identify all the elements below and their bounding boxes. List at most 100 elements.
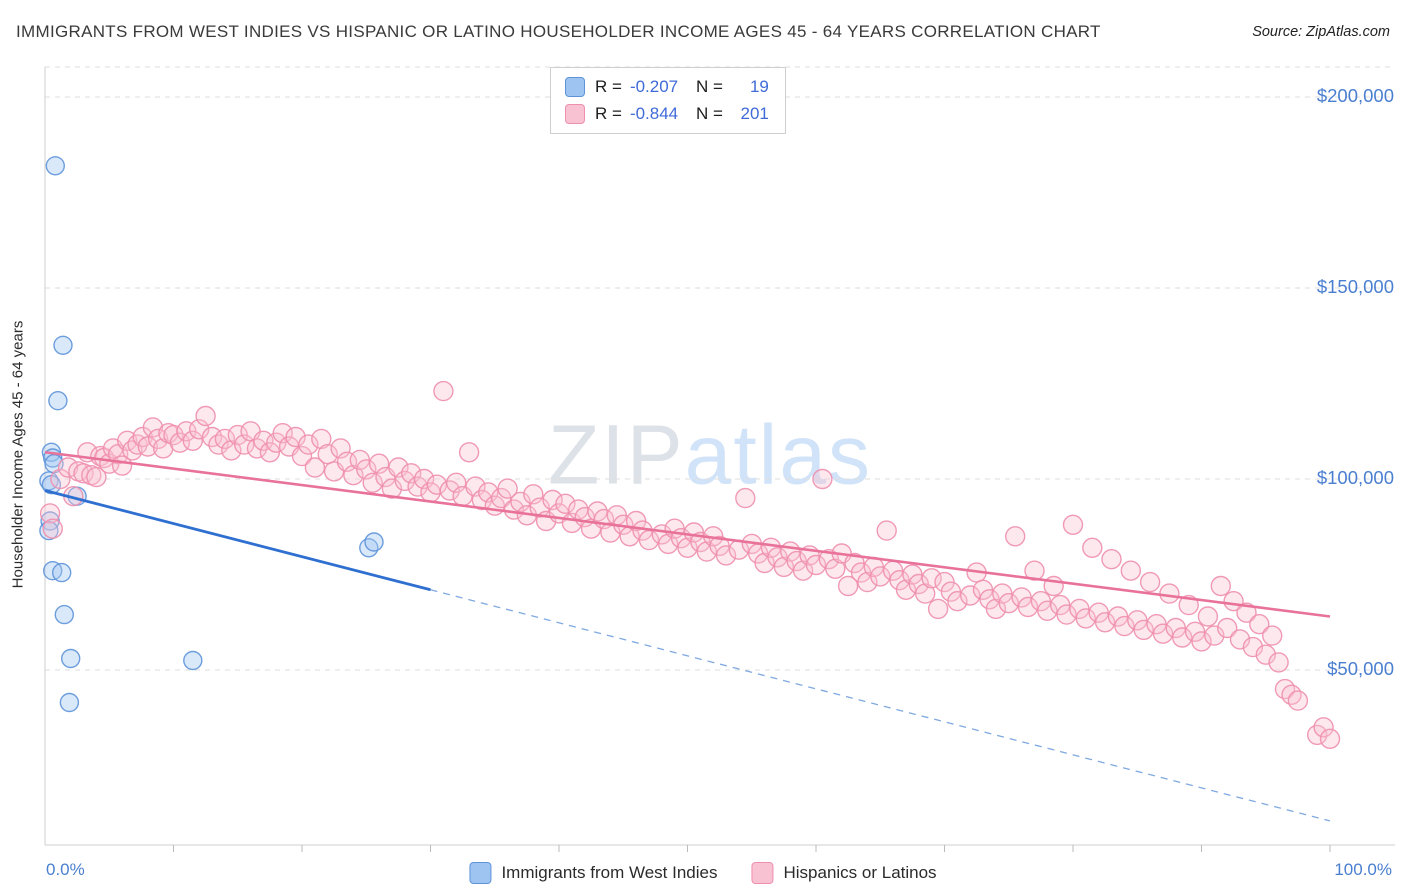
zipatlas-watermark: ZIPatlas [548, 407, 872, 504]
scatter-point-hispanic [1062, 514, 1084, 535]
scatter-point-hispanic [381, 478, 403, 499]
page-title: IMMIGRANTS FROM WEST INDIES VS HISPANIC … [16, 22, 1101, 41]
n-value: 201 [740, 104, 769, 123]
scatter-point-hispanic [1281, 684, 1302, 705]
scatter-point-west-indies [53, 335, 73, 355]
scatter-point-hispanic [195, 405, 216, 427]
scatter-point-hispanic [356, 459, 377, 480]
scatter-point-hispanic [510, 491, 531, 513]
scatter-point-hispanic [188, 419, 210, 440]
y-tick-label: $100,000 [1316, 467, 1394, 488]
scatter-point-hispanic [1171, 627, 1193, 648]
scatter-point-hispanic [50, 468, 71, 490]
scatter-point-hispanic [1210, 575, 1232, 597]
scatter-point-hispanic [285, 426, 306, 448]
scatter-point-hispanic [1024, 560, 1045, 581]
scatter-point-hispanic [1261, 625, 1283, 646]
scatter-point-hispanic [812, 468, 833, 490]
r-value: -0.844 [629, 104, 679, 123]
scatter-point-hispanic [837, 575, 859, 597]
x-axis-max-label: 100.0% [1334, 860, 1392, 879]
scatter-point-hispanic [388, 457, 409, 478]
scatter-point-hispanic [1287, 690, 1309, 711]
pink-trend-line [44, 450, 1331, 618]
y-tick-label: $150,000 [1316, 276, 1394, 297]
scatter-point-hispanic [1005, 526, 1026, 547]
scatter-point-hispanic [458, 442, 480, 463]
scatter-point-hispanic [677, 537, 698, 558]
scatter-point-hispanic [754, 552, 775, 574]
scatter-point-hispanic [1204, 625, 1225, 646]
scatter-point-hispanic [253, 430, 274, 451]
scatter-point-hispanic [1139, 571, 1161, 593]
scatter-point-hispanic [792, 560, 814, 581]
scatter-point-hispanic [773, 556, 795, 578]
x-axis-min-label: 0.0% [46, 860, 85, 879]
scatter-point-west-indies [48, 391, 68, 411]
scatter-point-hispanic [465, 476, 486, 497]
scatter-point-hispanic [362, 472, 383, 493]
n-label: N = [695, 77, 723, 96]
scatter-point-hispanic [555, 493, 576, 514]
scatter-point-hispanic [478, 482, 499, 503]
scatter-point-hispanic [336, 451, 358, 472]
scatter-point-hispanic [735, 487, 756, 509]
scatter-point-west-indies [359, 538, 379, 558]
scatter-point-hispanic [182, 430, 204, 451]
scatter-point-hispanic [169, 432, 191, 453]
y-tick-label: $200,000 [1316, 85, 1394, 106]
scatter-point-hispanic [1236, 602, 1257, 623]
scatter-point-hispanic [960, 585, 981, 606]
blue-series-swatch [565, 77, 585, 97]
scatter-point-hispanic [658, 533, 679, 555]
scatter-point-hispanic [1159, 583, 1180, 604]
scatter-point-hispanic [1191, 631, 1212, 652]
r-value: -0.207 [629, 77, 679, 96]
scatter-point-hispanic [1313, 717, 1334, 738]
scatter-point-hispanic [497, 478, 518, 499]
scatter-point-hispanic [57, 457, 79, 478]
scatter-point-hispanic [805, 554, 827, 576]
scatter-point-hispanic [73, 463, 94, 484]
scatter-point-west-indies [60, 648, 81, 669]
legend-item-hispanics: Hispanics or Latinos [751, 862, 937, 884]
r-label: R = [595, 77, 622, 96]
scatter-point-hispanic [1075, 608, 1097, 629]
scatter-point-hispanic [214, 428, 236, 450]
scatter-point-hispanic [998, 593, 1019, 614]
scatter-point-hispanic [208, 434, 229, 455]
legend-row-west-indies: R = -0.207 N = 19 [565, 77, 769, 97]
scatter-point-hispanic [857, 571, 878, 593]
scatter-point-hispanic [233, 434, 255, 455]
scatter-point-hispanic [947, 591, 968, 612]
scatter-point-hispanic [876, 520, 897, 541]
scatter-point-hispanic [1242, 636, 1264, 658]
n-value: 19 [749, 77, 769, 96]
y-tick-label: $50,000 [1327, 658, 1394, 679]
scatter-point-hispanic [915, 583, 936, 604]
scatter-point-west-indies [59, 692, 80, 713]
legend-row-hispanics: R = -0.844 N = 201 [565, 104, 769, 124]
scatter-point-hispanic [446, 472, 467, 493]
scatter-point-hispanic [1120, 560, 1142, 581]
legend-label: Immigrants from West Indies [501, 863, 718, 882]
source-attribution: Source: ZipAtlas.com [1252, 24, 1390, 40]
scatter-point-hispanic [542, 489, 563, 511]
scatter-point-hispanic [1037, 600, 1058, 621]
scatter-point-hispanic [1255, 644, 1277, 665]
scatter-point-hispanic [529, 497, 550, 518]
n-label: N = [695, 104, 723, 123]
scatter-point-hispanic [343, 465, 364, 486]
scatter-point-hispanic [921, 568, 942, 589]
scatter-point-hispanic [1152, 623, 1174, 644]
scatter-point-hispanic [291, 445, 313, 467]
scatter-point-west-indies [45, 156, 65, 176]
scatter-point-hispanic [311, 428, 332, 450]
r-label: R = [595, 104, 622, 123]
scatter-point-hispanic [1056, 604, 1077, 625]
scatter-point-hispanic [147, 428, 169, 450]
scatter-point-hispanic [1094, 612, 1116, 633]
scatter-point-hispanic [221, 440, 242, 461]
legend-label: Hispanics or Latinos [783, 863, 937, 882]
